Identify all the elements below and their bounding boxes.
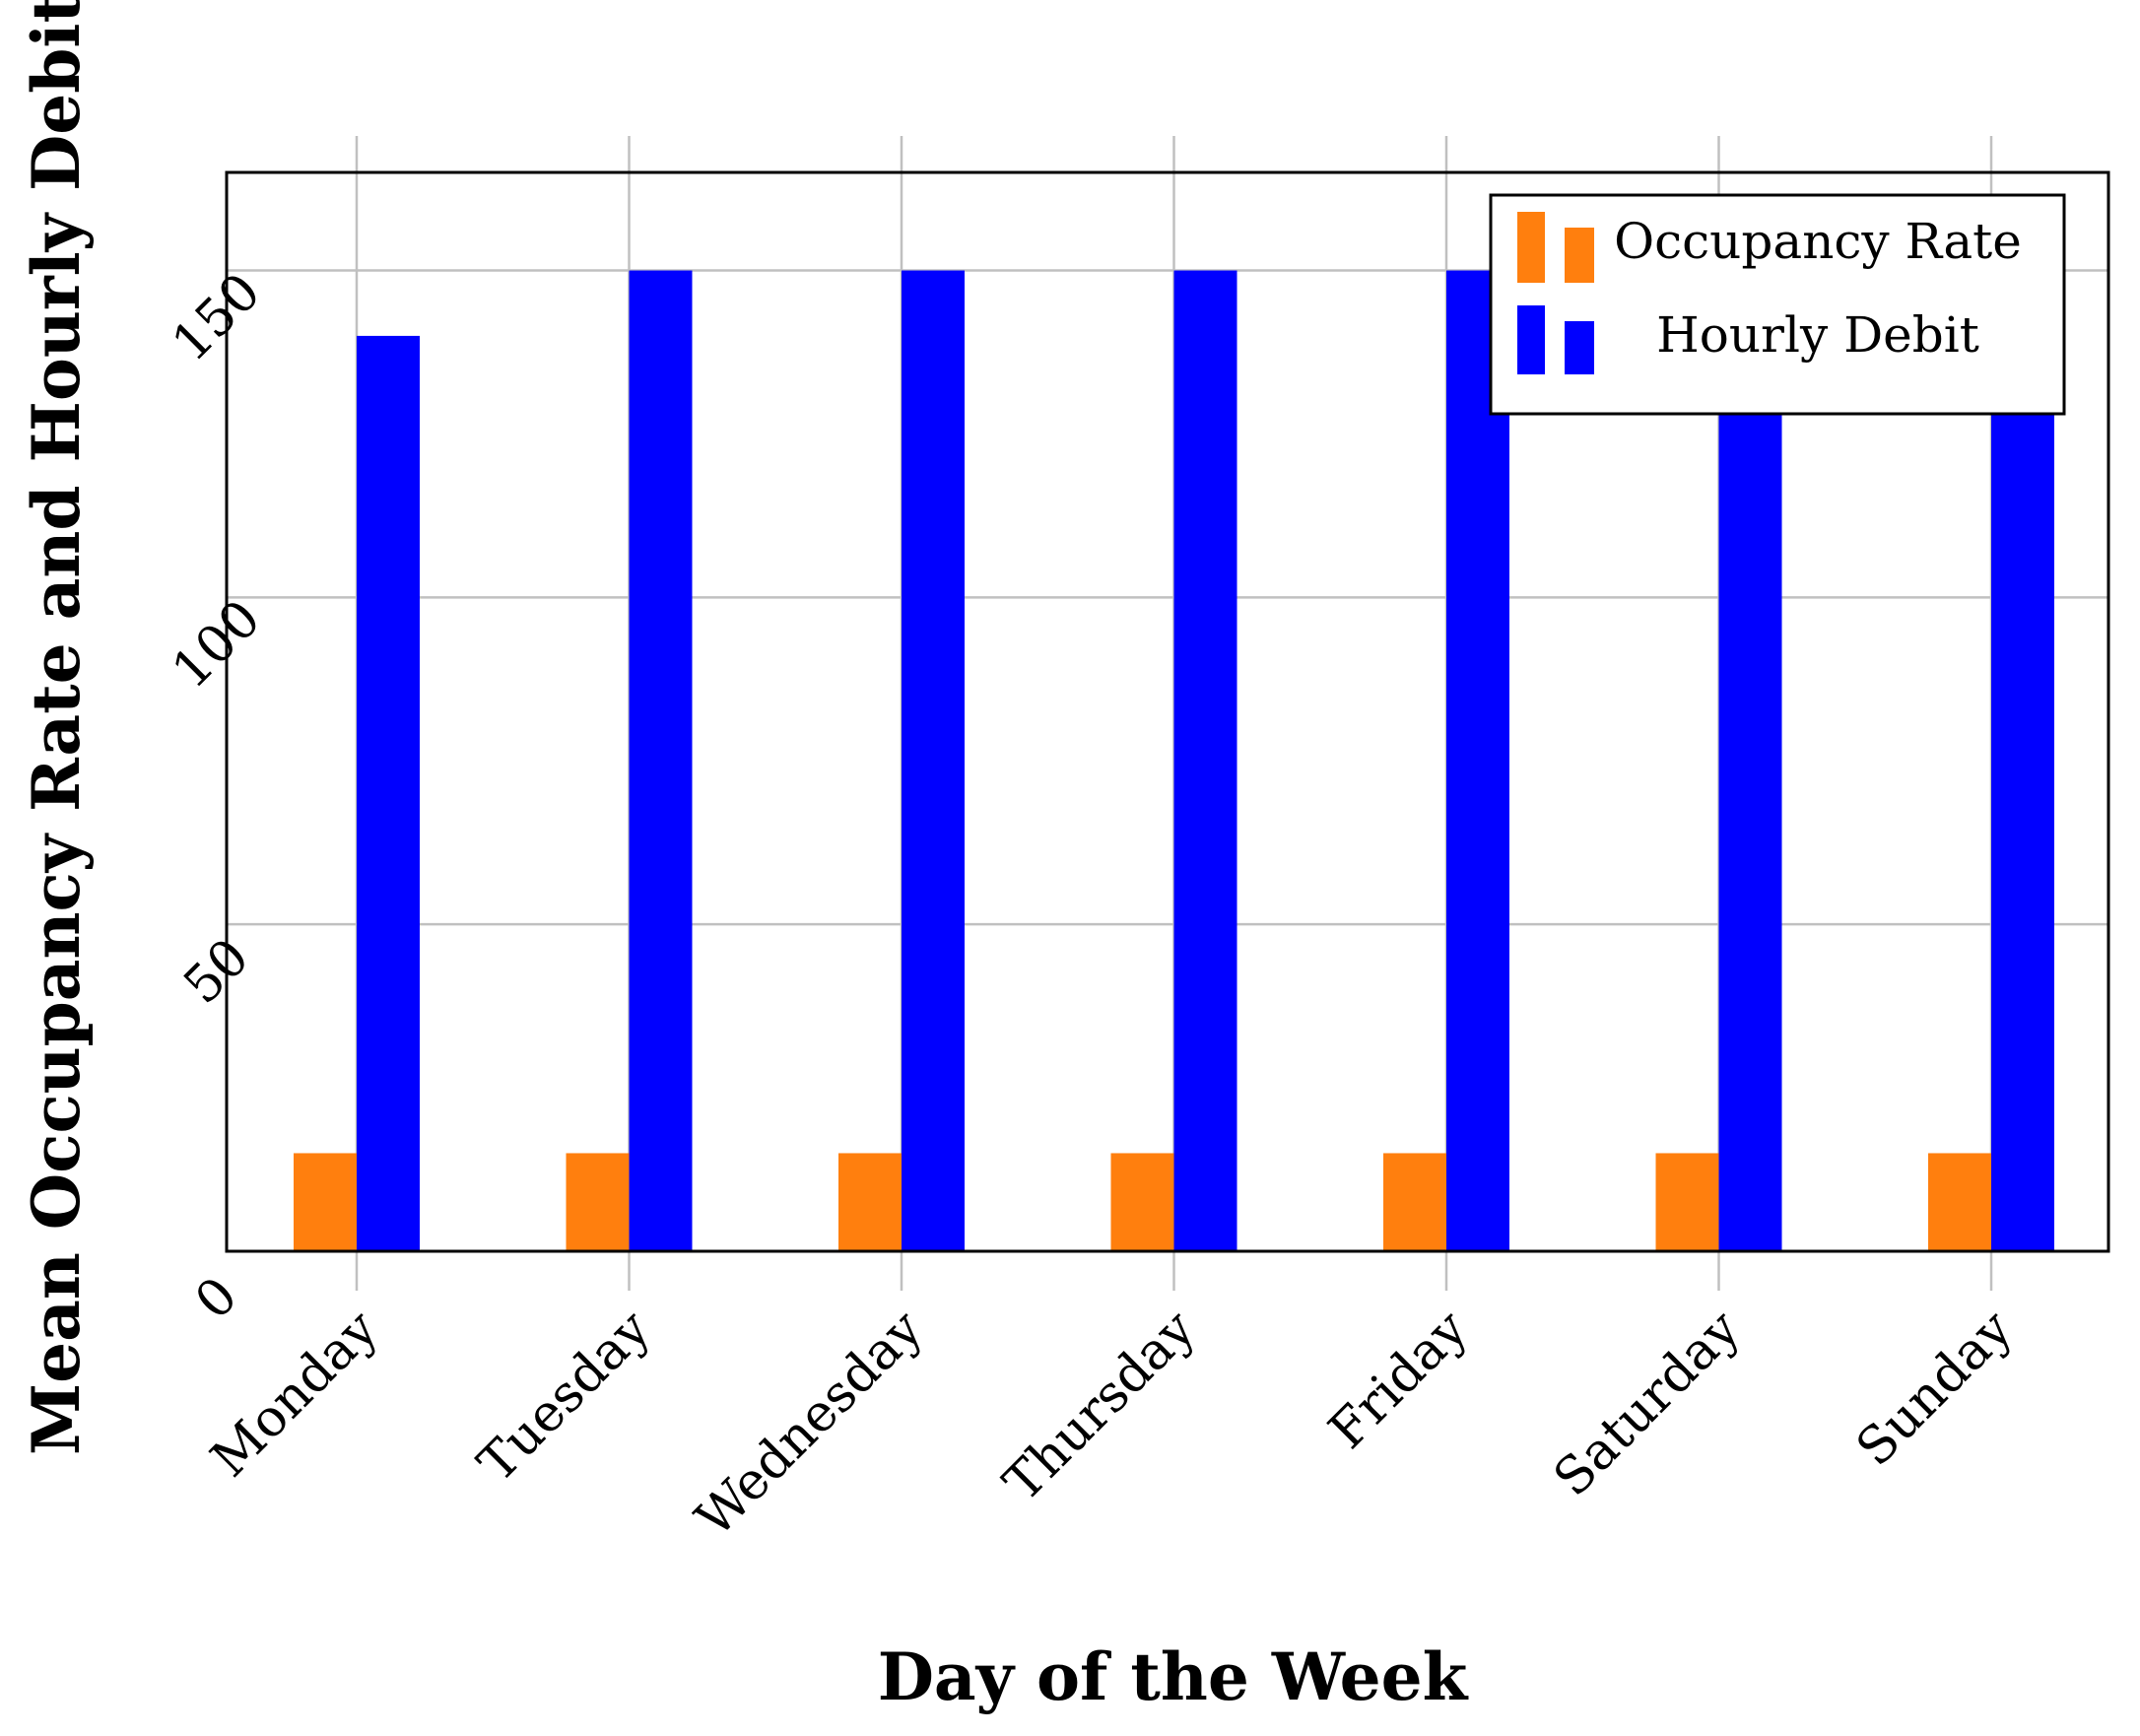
bar-hourly-debit-friday (1446, 270, 1509, 1252)
x-axis-title: Day of the Week (878, 1638, 1469, 1715)
bars (294, 270, 2054, 1252)
bar-occupancy-rate-friday (1383, 1153, 1446, 1251)
y-tick-label: 0 (184, 1266, 249, 1331)
bar-hourly-debit-sunday (1991, 270, 2054, 1252)
plot-frame (225, 170, 2110, 1253)
x-tick-label-friday: Friday (1318, 1299, 1480, 1460)
x-tick-label-sunday: Sunday (1845, 1299, 2025, 1478)
legend-swatch (1517, 212, 1545, 283)
legend-label: Hourly Debit (1656, 306, 1979, 364)
bar-occupancy-rate-sunday (1928, 1153, 1991, 1251)
bar-hourly-debit-thursday (1173, 270, 1237, 1252)
y-tick-label: 150 (162, 262, 273, 373)
bar-hourly-debit-saturday (1718, 270, 1782, 1252)
x-tick-label-saturday: Saturday (1543, 1299, 1752, 1507)
bar-hourly-debit-tuesday (629, 270, 693, 1252)
x-tick-labels: Monday Tuesday Wednesday Thursday Friday Satu… (200, 1299, 2025, 1549)
y-axis-title: Mean Occupancy Rate and Hourly Debit (18, 0, 95, 1455)
legend-label: Occupancy Rate (1614, 213, 2022, 270)
legend-swatch (1565, 228, 1594, 283)
bar-occupancy-rate-thursday (1110, 1153, 1174, 1251)
bar-occupancy-rate-tuesday (566, 1153, 630, 1251)
bar-occupancy-rate-wednesday (838, 1153, 902, 1251)
legend: Occupancy Rate Hourly Debit (1489, 193, 2066, 416)
bar-occupancy-rate-saturday (1655, 1153, 1719, 1251)
legend-item-hourly-debit: Hourly Debit (1517, 305, 1979, 374)
bar-hourly-debit-monday (357, 335, 420, 1252)
legend-item-occupancy-rate: Occupancy Rate (1517, 212, 2022, 283)
y-tick-label: 50 (172, 928, 260, 1016)
legend-swatch (1565, 321, 1594, 374)
bar-hourly-debit-wednesday (902, 270, 965, 1252)
bar-occupancy-rate-monday (294, 1153, 357, 1251)
y-tick-labels: 0 50 100 150 (162, 262, 273, 1331)
x-tick-label-thursday: Thursday (993, 1299, 1207, 1512)
legend-swatch (1517, 305, 1545, 374)
x-tick-label-tuesday: Tuesday (467, 1299, 662, 1494)
x-tick-label-wednesday: Wednesday (685, 1299, 935, 1549)
y-tick-label: 100 (162, 589, 273, 701)
